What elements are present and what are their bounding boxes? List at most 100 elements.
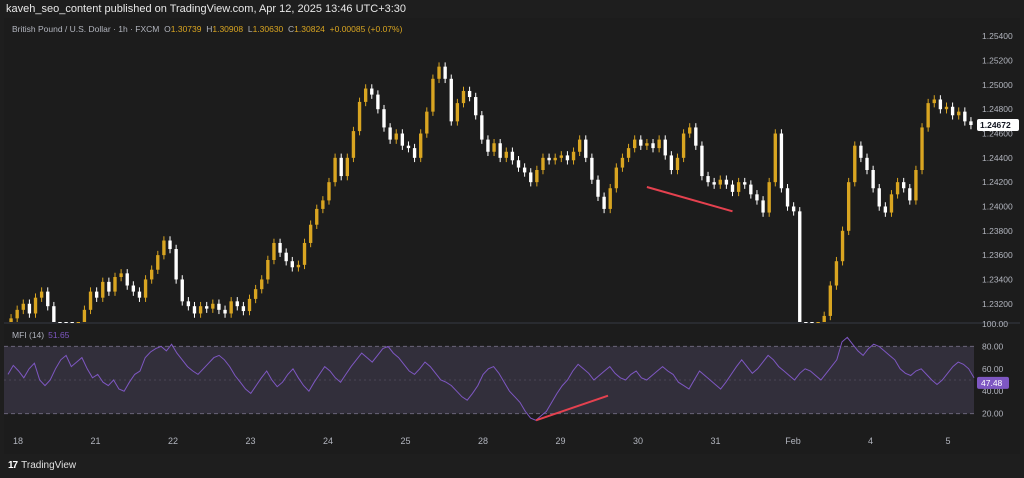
candle-body xyxy=(626,148,631,158)
candle-body xyxy=(596,179,600,197)
candle-body xyxy=(871,170,875,189)
tradingview-logo[interactable]: 17 TradingView xyxy=(8,460,76,471)
candle-body xyxy=(535,170,539,183)
candle-body xyxy=(467,90,472,98)
candle-body xyxy=(82,309,87,322)
price-tick-label: 1.24800 xyxy=(982,104,1013,114)
candle-body xyxy=(834,261,839,286)
high-value: 1.30908 xyxy=(212,24,244,34)
candle-body xyxy=(614,167,619,189)
candle-body xyxy=(394,133,398,140)
candle-body xyxy=(510,151,515,161)
candle-body xyxy=(449,78,453,122)
price-divergence-line xyxy=(646,186,733,213)
mfi-last-box xyxy=(977,376,1009,389)
candle-body xyxy=(46,291,50,307)
mfi-value: 51.65 xyxy=(48,330,70,340)
candle-body xyxy=(223,309,227,314)
candle-body xyxy=(865,157,869,170)
candle-body xyxy=(431,78,435,112)
candle-body xyxy=(229,301,233,314)
candle-body xyxy=(853,145,857,183)
time-axis-label: 29 xyxy=(555,436,565,446)
candle-body xyxy=(406,145,411,149)
time-axis-label: 25 xyxy=(400,436,410,446)
candle-body xyxy=(791,206,796,212)
mfi-tick-label: 60.00 xyxy=(982,364,1004,374)
candle-body xyxy=(113,277,117,292)
candle-body xyxy=(846,182,851,231)
chart-svg[interactable]: 1.25400 1.25200 1.25000 1.24800 1.24600 1.244… xyxy=(4,18,1020,454)
price-tick-label: 1.23400 xyxy=(982,274,1013,284)
candle-body xyxy=(498,143,502,158)
candle-body xyxy=(363,88,368,102)
symbol-title: British Pound / U.S. Dollar · 1h · FXCM xyxy=(12,24,160,34)
candle-body xyxy=(241,306,246,312)
candle-body xyxy=(388,127,392,140)
candle-body xyxy=(804,322,808,323)
price-tick-label: 1.24400 xyxy=(982,153,1013,163)
candle-body xyxy=(174,249,178,280)
candle-body xyxy=(376,94,380,110)
candle-body xyxy=(798,211,802,322)
publish-info: kaveh_seo_content published on TradingVi… xyxy=(6,3,407,15)
candle-body xyxy=(571,151,576,161)
candle-body xyxy=(565,155,570,161)
candle-body xyxy=(516,160,521,168)
candle-body xyxy=(645,143,649,146)
candle-body xyxy=(504,151,508,158)
close-label: C xyxy=(288,24,295,34)
candle-body xyxy=(357,101,362,132)
chart-area[interactable]: 1.25400 1.25200 1.25000 1.24800 1.24600 1.244… xyxy=(4,18,1020,454)
last-price-label: 1.24672 xyxy=(980,120,1011,130)
candle-body xyxy=(9,318,13,322)
candle-body xyxy=(669,155,674,170)
candle-body xyxy=(914,170,918,201)
candle-body xyxy=(547,157,551,161)
candle-body xyxy=(419,133,423,158)
candle-body xyxy=(779,133,784,189)
open-label: O xyxy=(164,24,171,34)
candle-body xyxy=(290,261,294,268)
time-axis-label: 30 xyxy=(633,436,643,446)
candle-body xyxy=(889,194,894,213)
candle-body xyxy=(315,208,319,225)
candle-body xyxy=(70,322,74,323)
candle-body xyxy=(253,289,258,299)
candle-body xyxy=(156,255,160,270)
candle-body xyxy=(651,143,655,149)
candle-body xyxy=(333,157,337,183)
tradingview-mark-icon: 17 xyxy=(8,460,18,471)
candle-body xyxy=(327,182,331,201)
candle-body xyxy=(192,306,197,314)
candle-body xyxy=(492,143,496,152)
candle-body xyxy=(577,139,582,152)
candle-body xyxy=(688,127,692,134)
candle-body xyxy=(205,306,209,309)
candle-body xyxy=(58,322,62,323)
candle-body xyxy=(455,103,460,122)
candle-body xyxy=(143,279,148,298)
mfi-legend: MFI (14) 51.65 xyxy=(12,330,69,340)
candle-body xyxy=(785,188,790,207)
candle-body xyxy=(278,242,282,253)
candle-body xyxy=(755,194,759,201)
candle-body xyxy=(27,303,32,314)
candle-body xyxy=(712,182,716,185)
candle-body xyxy=(39,291,44,298)
mfi-divergence-line xyxy=(535,394,609,422)
candle-body xyxy=(620,157,625,168)
candle-body xyxy=(718,179,722,185)
mfi-tick-label: 20.00 xyxy=(982,409,1004,419)
candle-body xyxy=(529,172,533,183)
price-tick-label: 1.23200 xyxy=(982,299,1013,309)
candle-body xyxy=(339,157,343,177)
candle-body xyxy=(541,157,545,170)
candle-body xyxy=(761,200,765,213)
candle-body xyxy=(657,139,661,149)
candle-body xyxy=(351,131,356,158)
candle-body xyxy=(969,121,973,126)
candle-body xyxy=(663,139,667,156)
high-label: H xyxy=(206,24,213,34)
candle-body xyxy=(186,301,191,307)
